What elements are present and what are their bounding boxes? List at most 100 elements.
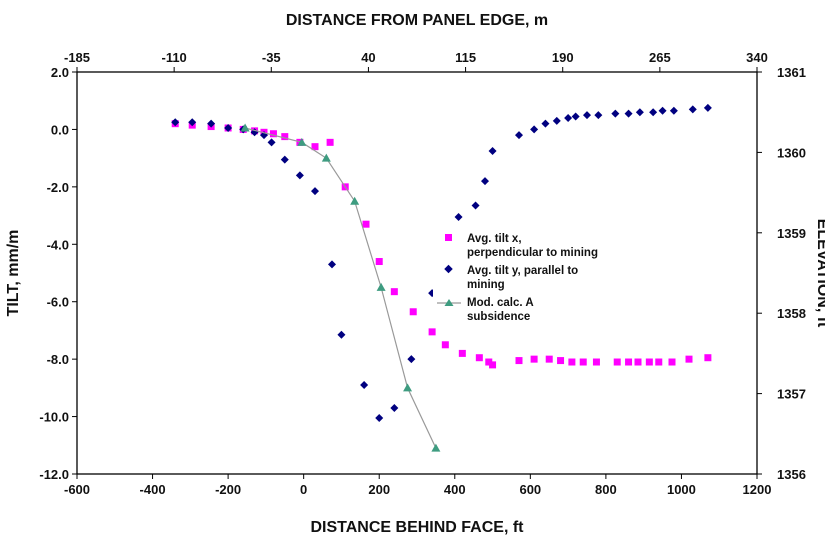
- data-point-diamond: [454, 213, 463, 222]
- x2-tick-label-40: 40: [361, 50, 375, 65]
- axes-layer: -600 -400 -200 0 200 400 600 800 1000 1200 2.0 0.0 -…: [39, 50, 806, 497]
- data-point-square: [269, 130, 277, 138]
- data-point-diamond: [328, 260, 336, 269]
- y2-tick-label-1358: 1358: [777, 306, 806, 321]
- data-point-square: [557, 357, 565, 365]
- data-point-diamond: [541, 119, 550, 128]
- data-point-diamond: [611, 109, 620, 118]
- data-point-square: [579, 358, 587, 366]
- x2-tick-label-265: 265: [649, 50, 671, 65]
- x2-tick-label-185: -185: [64, 50, 90, 65]
- data-point-square: [441, 341, 449, 349]
- data-point-square: [362, 220, 370, 228]
- data-point-square: [655, 358, 663, 366]
- x-tick-label-1200: 1200: [743, 482, 772, 497]
- data-point-square: [281, 133, 289, 141]
- legend-box: [433, 226, 605, 326]
- right-axis-title: ELEVATION, ft: [814, 219, 825, 328]
- data-point-diamond: [224, 123, 233, 132]
- data-point-square: [390, 288, 398, 296]
- y2-tick-label-1359: 1359: [777, 226, 806, 241]
- data-point-square: [311, 143, 319, 151]
- top-axis-title: DISTANCE FROM PANEL EDGE, m: [286, 12, 548, 29]
- bottom-axis-title: DISTANCE BEHIND FACE, ft: [310, 519, 524, 536]
- data-point-diamond: [337, 330, 346, 339]
- legend-label-tilt-y-line1: Avg. tilt y, parallel to: [467, 265, 578, 277]
- data-point-square: [592, 358, 600, 366]
- legend: Avg. tilt x, perpendicular to mining Avg…: [433, 226, 605, 326]
- data-point-triangle: [431, 443, 441, 452]
- x-tick-label-200: 200: [368, 482, 390, 497]
- x-tick-label-600: 600: [519, 482, 541, 497]
- data-point-diamond: [583, 111, 591, 120]
- data-point-square: [489, 361, 497, 369]
- left-axis-title: TILT, mm/m: [5, 230, 22, 317]
- data-point-diamond: [488, 146, 497, 155]
- y2-tick-label-1357: 1357: [777, 387, 806, 402]
- data-point-square: [485, 358, 493, 366]
- data-point-square: [375, 258, 383, 266]
- data-point-diamond: [481, 177, 489, 186]
- data-point-diamond: [390, 403, 399, 412]
- data-point-diamond: [649, 108, 658, 117]
- y-tick-label-12-0: -12.0: [39, 467, 69, 482]
- data-point-square: [685, 355, 693, 363]
- y2-tick-label-1361: 1361: [777, 65, 806, 80]
- legend-marker-tilt-x: [445, 234, 452, 241]
- data-point-triangle: [297, 137, 307, 146]
- data-point-diamond: [295, 171, 304, 180]
- data-point-triangle: [376, 282, 386, 291]
- x2-tick-label-190: 190: [552, 50, 574, 65]
- data-point-diamond: [635, 108, 644, 117]
- x2-tick-label-35: -35: [262, 50, 281, 65]
- y-tick-label-8-0: -8.0: [47, 352, 69, 367]
- y-tick-label-0-0: 0.0: [51, 122, 69, 137]
- data-point-diamond: [594, 111, 603, 120]
- legend-label-tilt-x-line1: Avg. tilt x,: [467, 233, 522, 245]
- data-point-diamond: [407, 355, 416, 364]
- data-point-diamond: [471, 201, 480, 210]
- x-tick-label-600: -600: [64, 482, 90, 497]
- x2-tick-label-110: -110: [161, 50, 186, 65]
- data-point-square: [668, 358, 676, 366]
- y2-tick-label-1360: 1360: [777, 145, 806, 160]
- x-tick-label-800: 800: [595, 482, 617, 497]
- data-point-diamond: [571, 112, 580, 121]
- data-point-square: [704, 354, 712, 362]
- legend-label-subsidence-line1: Mod. calc. A: [467, 297, 534, 309]
- data-point-diamond: [564, 113, 573, 122]
- series-layer: [171, 103, 712, 452]
- data-point-square: [475, 354, 483, 362]
- series-mod-calc-a-subsidence: [240, 123, 441, 452]
- x2-tick-label-340: 340: [746, 50, 768, 65]
- data-point-square: [458, 349, 466, 357]
- data-point-diamond: [311, 187, 319, 196]
- data-point-diamond: [530, 125, 539, 134]
- data-point-diamond: [658, 106, 667, 115]
- data-point-square: [568, 358, 576, 366]
- data-point-square: [428, 328, 436, 336]
- data-point-square: [326, 138, 334, 146]
- x-tick-label-400: -400: [140, 482, 166, 497]
- data-point-square: [613, 358, 621, 366]
- y-tick-label-2-0: -2.0: [47, 180, 69, 195]
- series-avg-tilt-y-parallel-to-mining: [171, 103, 712, 423]
- data-point-triangle: [403, 383, 413, 392]
- data-point-square: [530, 355, 538, 363]
- data-point-diamond: [552, 116, 561, 125]
- x-tick-label-400: 400: [444, 482, 466, 497]
- x-tick-label-200: -200: [215, 482, 241, 497]
- legend-marker-subsidence: [444, 299, 454, 306]
- data-point-square: [625, 358, 633, 366]
- data-point-diamond: [207, 119, 216, 128]
- legend-marker-tilt-y: [444, 264, 453, 274]
- data-point-diamond: [669, 106, 678, 115]
- data-point-diamond: [267, 138, 276, 147]
- legend-label-tilt-y-line2: mining: [467, 279, 505, 291]
- data-point-diamond: [280, 155, 289, 164]
- data-point-square: [515, 357, 523, 365]
- data-point-diamond: [703, 103, 712, 112]
- data-point-square: [545, 355, 553, 363]
- legend-label-subsidence-line2: subsidence: [467, 311, 530, 323]
